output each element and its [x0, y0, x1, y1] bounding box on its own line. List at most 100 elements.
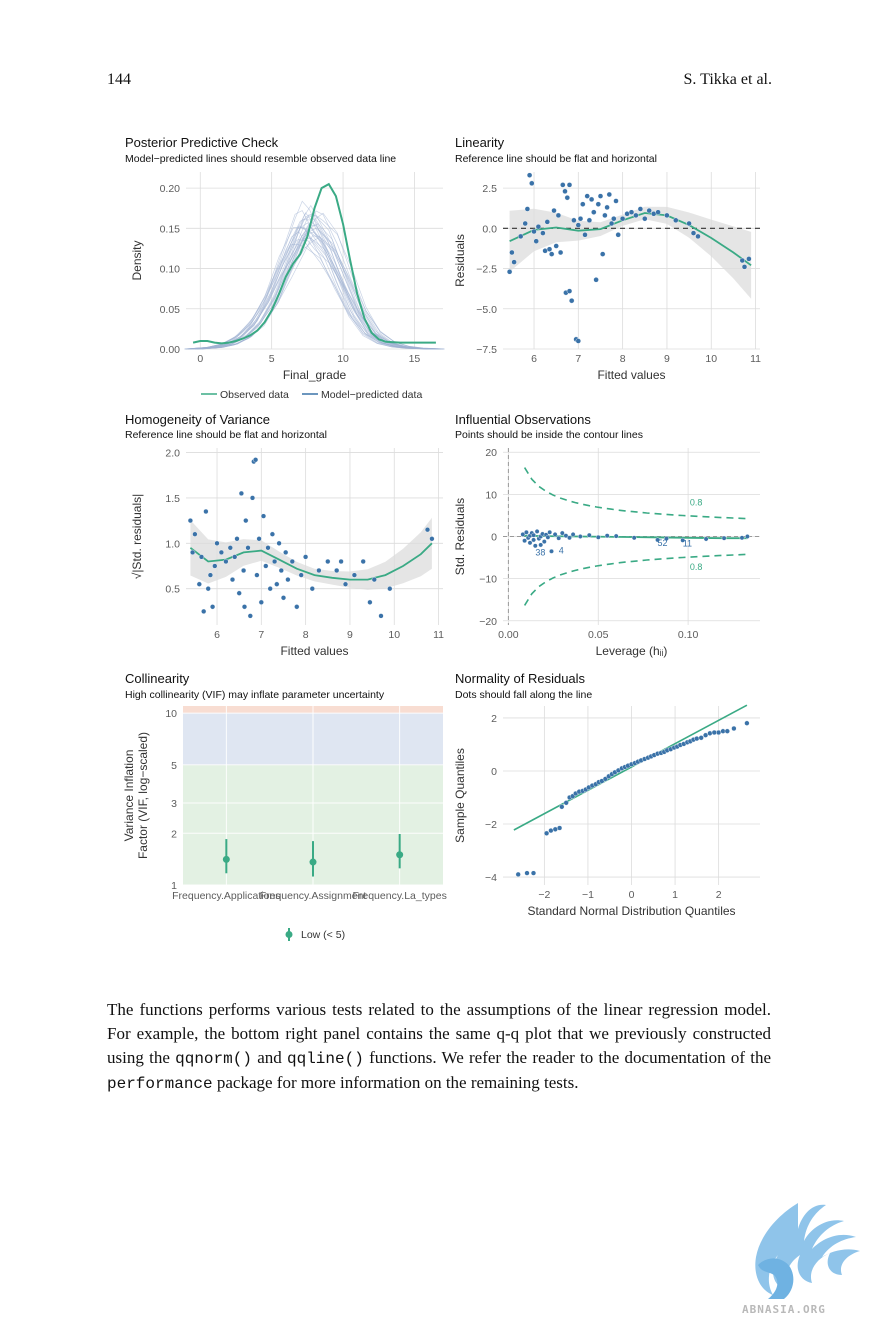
- data-point: [577, 534, 583, 539]
- data-point: [283, 549, 289, 556]
- data-point: [602, 212, 608, 219]
- data-point: [543, 830, 550, 836]
- data-point: [531, 537, 536, 543]
- x-tick-label: 0.05: [588, 629, 609, 641]
- influential-chart: 0.00 0.05 0.10 −20 −10 0 10 20 Leverage (hᵢᵢ) Std…: [453, 447, 760, 658]
- data-point: [721, 535, 727, 541]
- data-point: [187, 517, 194, 524]
- data-point: [575, 222, 581, 228]
- data-point: [515, 871, 521, 878]
- data-point: [703, 536, 709, 542]
- x-tick-label: 9: [664, 353, 670, 365]
- data-point: [294, 604, 300, 610]
- y-tick-label: −7.5: [476, 344, 497, 356]
- data-point: [303, 554, 309, 560]
- paragraph-text-1: The functions performs various tests rel…: [107, 1000, 771, 1067]
- x-tick-label: 0.10: [678, 629, 699, 641]
- data-point: [655, 209, 661, 215]
- data-point: [690, 230, 697, 236]
- y-tick-label: 10: [165, 708, 177, 720]
- y-tick-label: 5: [171, 760, 177, 772]
- data-point: [201, 608, 207, 615]
- data-point: [263, 563, 269, 569]
- y-tick-label: −10: [479, 574, 497, 586]
- data-point: [556, 825, 563, 831]
- data-point: [604, 533, 610, 539]
- data-point: [571, 217, 577, 224]
- data-point: [628, 209, 635, 215]
- y-tick-label: −2: [485, 819, 497, 831]
- data-point: [548, 827, 554, 834]
- data-point: [611, 215, 617, 222]
- data-point: [212, 563, 218, 569]
- x-tick-label: Frequency.Applications: [172, 890, 280, 902]
- data-point: [532, 543, 538, 549]
- data-point: [256, 536, 262, 542]
- y-tick-label: 0.20: [160, 183, 181, 195]
- data-point: [227, 545, 233, 551]
- y-tick-label: 2.5: [482, 183, 497, 195]
- vif-point: [309, 858, 317, 866]
- data-point: [210, 604, 216, 610]
- x-tick-label: 10: [388, 629, 400, 641]
- point-label: 38: [535, 547, 545, 557]
- y-tick-label: 0.15: [160, 223, 181, 235]
- data-point: [557, 249, 564, 256]
- data-point: [680, 537, 686, 543]
- data-point: [316, 567, 322, 574]
- data-point: [236, 590, 242, 596]
- data-point: [351, 572, 358, 578]
- data-point: [522, 220, 528, 227]
- data-point: [613, 198, 619, 204]
- y-axis-label: Std. Residuals: [453, 498, 467, 575]
- data-point: [580, 201, 586, 207]
- plot-area: [186, 172, 443, 349]
- y-axis-label: Sample Quantiles: [453, 748, 467, 843]
- data-point: [424, 527, 431, 533]
- point-label: 4: [559, 545, 564, 555]
- y-axis-label: Density: [130, 240, 144, 280]
- data-point: [203, 508, 209, 515]
- data-point: [526, 172, 533, 178]
- data-point: [615, 232, 621, 238]
- x-tick-label: 8: [303, 629, 309, 641]
- data-point: [642, 215, 648, 222]
- y-tick-label: 3: [171, 798, 177, 810]
- data-point: [254, 572, 260, 578]
- data-point: [522, 538, 527, 544]
- data-point: [744, 720, 750, 726]
- data-point: [245, 545, 251, 551]
- data-point: [556, 535, 562, 541]
- y-tick-label: −2.5: [476, 264, 497, 276]
- data-point: [711, 729, 717, 736]
- influential-title: Influential Observations: [455, 412, 591, 427]
- y-tick-label: 1.5: [165, 493, 180, 505]
- observed-data-line: [192, 182, 436, 345]
- data-point: [631, 535, 637, 541]
- data-point: [597, 193, 604, 199]
- vif-point: [396, 851, 404, 859]
- data-point: [606, 191, 612, 198]
- data-point: [560, 182, 566, 188]
- data-point: [276, 540, 282, 546]
- data-point: [531, 228, 537, 235]
- data-point: [238, 490, 245, 497]
- data-point: [214, 540, 220, 546]
- data-point: [549, 251, 555, 257]
- data-point: [535, 223, 542, 230]
- data-point: [570, 532, 576, 537]
- y-tick-label: 1: [171, 880, 177, 892]
- data-point: [192, 531, 198, 537]
- data-point: [524, 206, 531, 212]
- watermark-text: ABNASIA.ORG: [742, 1303, 826, 1316]
- data-point: [223, 558, 229, 565]
- data-point: [338, 558, 344, 565]
- y-tick-label: 1.0: [165, 538, 180, 550]
- ppc-title: Posterior Predictive Check: [125, 135, 279, 150]
- y-tick-label: 0.00: [160, 344, 181, 356]
- diagnostic-figure: Posterior Predictive Check Model−predict…: [122, 135, 761, 941]
- normality-chart: −2 −1 0 1 2 −4 −2 0 2 Standard Normal Distributio…: [453, 704, 760, 918]
- smooth-line: [189, 542, 433, 581]
- data-point: [595, 534, 601, 540]
- data-point: [563, 800, 569, 806]
